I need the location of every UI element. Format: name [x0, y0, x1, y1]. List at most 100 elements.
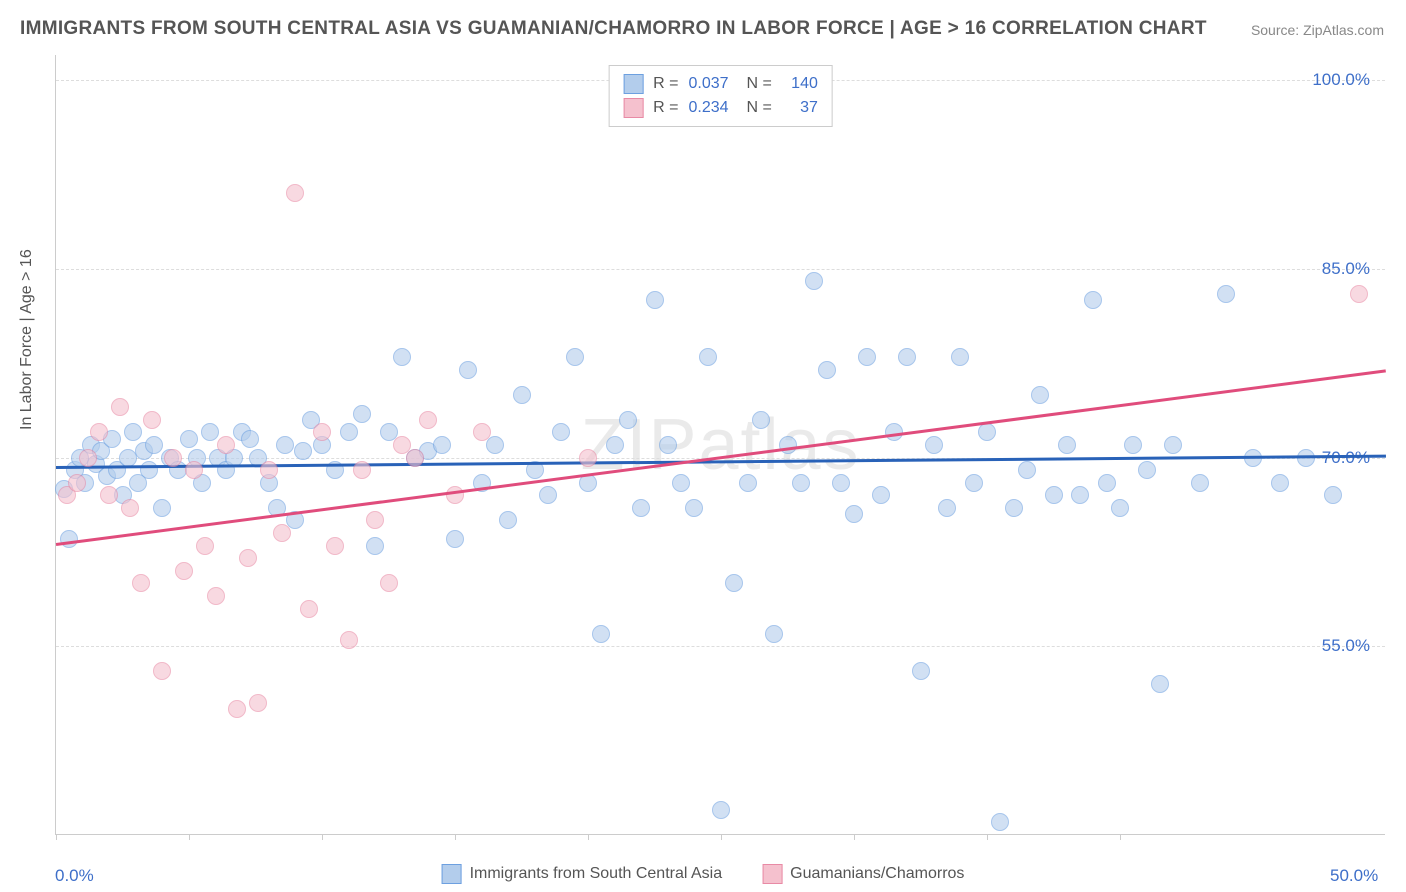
- data-point-blue: [353, 405, 371, 423]
- legend-r-value: 0.234: [688, 99, 728, 117]
- data-point-blue: [858, 348, 876, 366]
- x-tick: [854, 834, 855, 840]
- series-label: Immigrants from South Central Asia: [470, 865, 723, 883]
- data-point-blue: [1058, 436, 1076, 454]
- data-point-blue: [592, 625, 610, 643]
- data-point-pink: [196, 537, 214, 555]
- data-point-blue: [1324, 486, 1342, 504]
- data-point-pink: [121, 499, 139, 517]
- data-point-blue: [241, 430, 259, 448]
- legend-n-label: N =: [747, 99, 772, 117]
- data-point-pink: [353, 461, 371, 479]
- data-point-blue: [294, 442, 312, 460]
- data-point-blue: [1164, 436, 1182, 454]
- data-point-blue: [552, 423, 570, 441]
- x-tick: [721, 834, 722, 840]
- data-point-blue: [1151, 675, 1169, 693]
- data-point-blue: [1124, 436, 1142, 454]
- data-point-blue: [1045, 486, 1063, 504]
- data-point-pink: [164, 449, 182, 467]
- data-point-blue: [433, 436, 451, 454]
- data-point-blue: [685, 499, 703, 517]
- data-point-pink: [217, 436, 235, 454]
- data-point-pink: [143, 411, 161, 429]
- data-point-blue: [1191, 474, 1209, 492]
- data-point-blue: [1098, 474, 1116, 492]
- data-point-blue: [1005, 499, 1023, 517]
- data-point-blue: [779, 436, 797, 454]
- gridline: [56, 269, 1385, 270]
- data-point-blue: [818, 361, 836, 379]
- legend-r-label: R =: [653, 99, 678, 117]
- data-point-blue: [765, 625, 783, 643]
- data-point-pink: [79, 449, 97, 467]
- x-tick: [588, 834, 589, 840]
- legend-row-pink: R =0.234N =37: [623, 96, 818, 120]
- data-point-blue: [124, 423, 142, 441]
- data-point-blue: [201, 423, 219, 441]
- data-point-pink: [132, 574, 150, 592]
- data-point-blue: [566, 348, 584, 366]
- data-point-pink: [228, 700, 246, 718]
- data-point-blue: [619, 411, 637, 429]
- data-point-blue: [1138, 461, 1156, 479]
- data-point-blue: [672, 474, 690, 492]
- data-point-blue: [140, 461, 158, 479]
- data-point-blue: [978, 423, 996, 441]
- scatter-plot-area: ZIPatlas R =0.037N =140R =0.234N =37 55.…: [55, 55, 1385, 835]
- data-point-pink: [175, 562, 193, 580]
- data-point-blue: [845, 505, 863, 523]
- legend-n-value: 140: [782, 75, 818, 93]
- data-point-blue: [393, 348, 411, 366]
- data-point-blue: [1071, 486, 1089, 504]
- data-point-blue: [340, 423, 358, 441]
- data-point-blue: [1018, 461, 1036, 479]
- chart-title: IMMIGRANTS FROM SOUTH CENTRAL ASIA VS GU…: [20, 18, 1207, 40]
- data-point-pink: [419, 411, 437, 429]
- x-tick: [455, 834, 456, 840]
- data-point-pink: [239, 549, 257, 567]
- data-point-pink: [68, 474, 86, 492]
- series-legend-item-pink: Guamanians/Chamorros: [762, 864, 964, 884]
- data-point-blue: [725, 574, 743, 592]
- data-point-pink: [300, 600, 318, 618]
- legend-swatch: [623, 74, 643, 94]
- data-point-blue: [898, 348, 916, 366]
- data-point-pink: [185, 461, 203, 479]
- data-point-pink: [249, 694, 267, 712]
- data-point-pink: [90, 423, 108, 441]
- data-point-pink: [380, 574, 398, 592]
- y-tick-label: 85.0%: [1322, 259, 1370, 279]
- data-point-blue: [805, 272, 823, 290]
- data-point-blue: [539, 486, 557, 504]
- series-legend-item-blue: Immigrants from South Central Asia: [442, 864, 723, 884]
- data-point-blue: [659, 436, 677, 454]
- data-point-blue: [965, 474, 983, 492]
- x-tick: [189, 834, 190, 840]
- series-label: Guamanians/Chamorros: [790, 865, 964, 883]
- data-point-blue: [366, 537, 384, 555]
- data-point-blue: [446, 530, 464, 548]
- data-point-blue: [951, 348, 969, 366]
- data-point-blue: [606, 436, 624, 454]
- x-tick: [987, 834, 988, 840]
- data-point-pink: [111, 398, 129, 416]
- data-point-blue: [1084, 291, 1102, 309]
- x-tick: [322, 834, 323, 840]
- data-point-blue: [499, 511, 517, 529]
- data-point-blue: [486, 436, 504, 454]
- correlation-legend: R =0.037N =140R =0.234N =37: [608, 65, 833, 127]
- data-point-pink: [153, 662, 171, 680]
- data-point-blue: [792, 474, 810, 492]
- data-point-blue: [145, 436, 163, 454]
- y-tick-label: 100.0%: [1312, 70, 1370, 90]
- data-point-blue: [513, 386, 531, 404]
- data-point-blue: [712, 801, 730, 819]
- data-point-pink: [313, 423, 331, 441]
- data-point-blue: [180, 430, 198, 448]
- data-point-blue: [699, 348, 717, 366]
- source-attribution: Source: ZipAtlas.com: [1251, 22, 1384, 38]
- data-point-pink: [473, 423, 491, 441]
- data-point-blue: [832, 474, 850, 492]
- legend-row-blue: R =0.037N =140: [623, 72, 818, 96]
